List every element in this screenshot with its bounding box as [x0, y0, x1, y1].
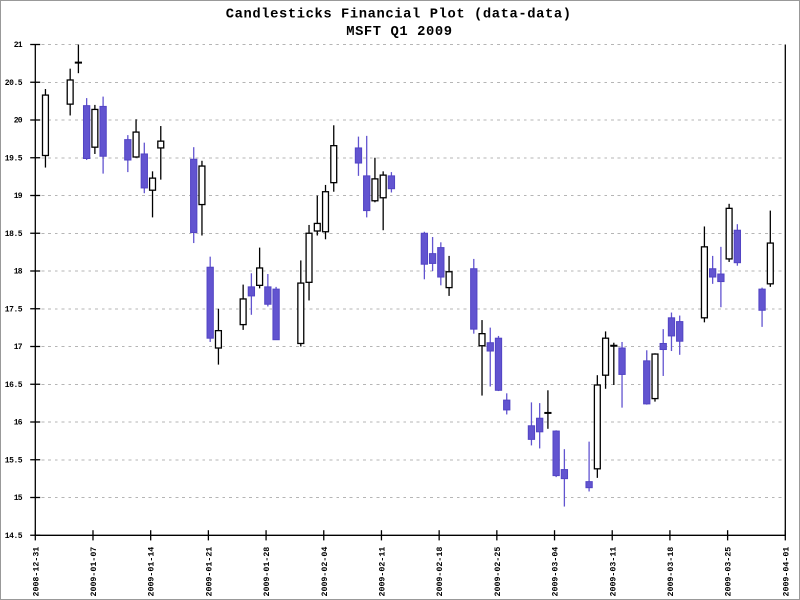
svg-text:MSFT Q1 2009: MSFT Q1 2009 [346, 25, 452, 40]
svg-text:20.5: 20.5 [5, 79, 23, 88]
svg-text:2009-01-07: 2009-01-07 [90, 547, 99, 597]
svg-text:16.5: 16.5 [5, 381, 23, 390]
svg-text:2009-02-11: 2009-02-11 [379, 547, 388, 597]
svg-text:2009-04-01: 2009-04-01 [782, 547, 791, 597]
svg-text:17.5: 17.5 [5, 305, 23, 314]
svg-text:15: 15 [14, 494, 23, 503]
svg-text:17: 17 [14, 343, 23, 352]
svg-text:2009-03-25: 2009-03-25 [725, 547, 734, 597]
svg-text:2009-03-11: 2009-03-11 [609, 547, 618, 597]
svg-text:2009-02-25: 2009-02-25 [494, 547, 503, 597]
svg-text:2009-03-18: 2009-03-18 [667, 547, 676, 597]
svg-text:2009-01-14: 2009-01-14 [148, 547, 157, 597]
svg-text:2009-03-04: 2009-03-04 [552, 547, 561, 597]
svg-text:2009-02-18: 2009-02-18 [436, 547, 445, 597]
svg-text:2008-12-31: 2008-12-31 [32, 547, 41, 597]
svg-text:20: 20 [14, 117, 23, 126]
svg-text:21: 21 [14, 41, 23, 50]
svg-text:2009-01-28: 2009-01-28 [263, 547, 272, 597]
svg-text:2009-01-21: 2009-01-21 [205, 547, 214, 597]
svg-text:2009-02-04: 2009-02-04 [321, 547, 330, 597]
svg-text:19: 19 [14, 192, 23, 201]
svg-text:14.5: 14.5 [5, 532, 23, 541]
svg-text:19.5: 19.5 [5, 154, 23, 163]
svg-text:Candlesticks Financial Plot (d: Candlesticks Financial Plot (data-data) [226, 7, 571, 23]
svg-text:18: 18 [14, 268, 23, 277]
svg-text:18.5: 18.5 [5, 230, 23, 239]
svg-text:15.5: 15.5 [5, 456, 23, 465]
svg-text:16: 16 [14, 419, 23, 428]
